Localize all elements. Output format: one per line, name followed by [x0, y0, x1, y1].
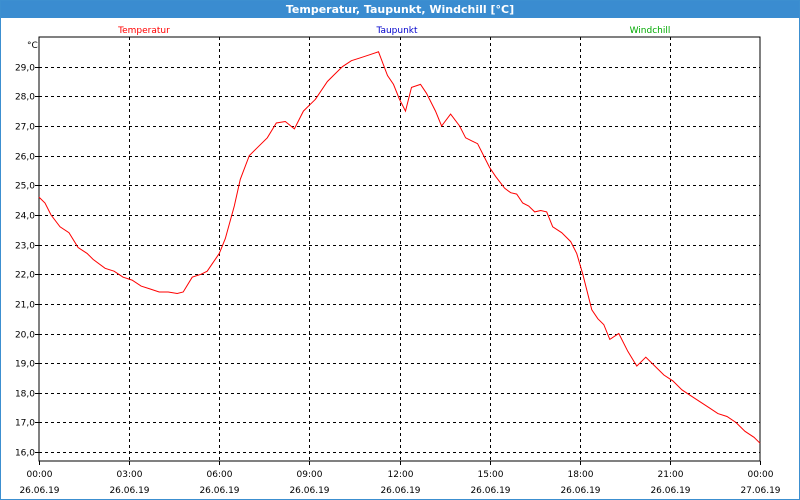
y-tick-label: 19,0: [15, 360, 35, 370]
x-tick-time: 18:00: [568, 470, 594, 480]
y-tick-label: 16,0: [15, 449, 35, 459]
x-tick-time: 09:00: [297, 470, 323, 480]
x-tick-time: 03:00: [117, 470, 143, 480]
y-tick-label: 23,0: [15, 242, 35, 252]
legend-windchill: Windchill: [630, 26, 671, 36]
y-tick-label: 28,0: [15, 93, 35, 103]
x-tick-time: 12:00: [388, 470, 414, 480]
x-tick-date: 26.06.19: [380, 486, 420, 496]
window-title: Temperatur, Taupunkt, Windchill [°C]: [1, 1, 799, 18]
y-axis-label: °C: [27, 41, 38, 51]
y-tick-label: 18,0: [15, 390, 35, 400]
x-tick-time: 15:00: [478, 470, 504, 480]
series-line-temperatur: [38, 51, 761, 444]
y-tick-label: 24,0: [15, 212, 35, 222]
x-tick-date: 27.06.19: [740, 486, 780, 496]
x-tick-time: 21:00: [658, 470, 684, 480]
y-tick-label: 27,0: [15, 123, 35, 133]
x-tick-date: 26.06.19: [199, 486, 239, 496]
legend-temperatur: Temperatur: [117, 26, 170, 36]
x-tick-date: 26.06.19: [560, 486, 600, 496]
y-tick-label: 29,0: [15, 64, 35, 74]
x-tick-time: 06:00: [207, 470, 233, 480]
y-tick-label: 25,0: [15, 182, 35, 192]
x-tick-date: 26.06.19: [470, 486, 510, 496]
x-tick-time: 00:00: [27, 470, 53, 480]
x-tick-date: 26.06.19: [109, 486, 149, 496]
y-tick-label: 26,0: [15, 153, 35, 163]
legend-taupunkt: Taupunkt: [375, 26, 418, 36]
plot-frame: [38, 36, 761, 462]
x-tick-time: 00:00: [748, 470, 774, 480]
y-tick-label: 22,0: [15, 271, 35, 281]
x-tick-date: 26.06.19: [650, 486, 690, 496]
x-tick-date: 26.06.19: [289, 486, 329, 496]
y-tick-label: 20,0: [15, 331, 35, 341]
x-tick-date: 26.06.19: [19, 486, 59, 496]
y-tick-label: 17,0: [15, 419, 35, 429]
y-tick-label: 21,0: [15, 301, 35, 311]
